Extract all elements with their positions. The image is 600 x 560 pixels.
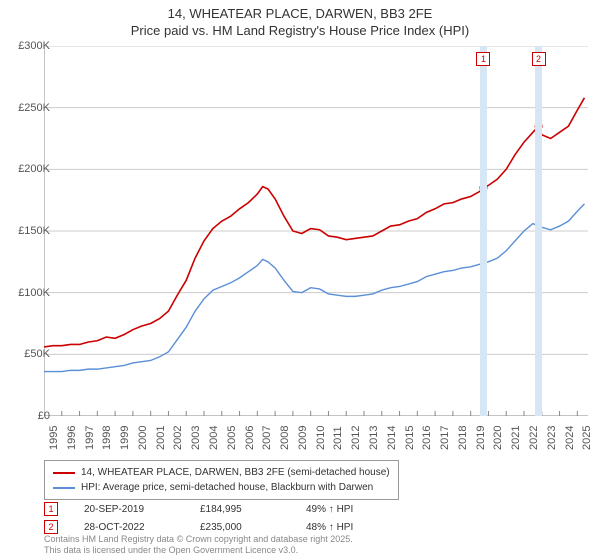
- y-tick-label: £50K: [2, 348, 50, 360]
- x-tick-label: 2024: [564, 426, 576, 450]
- sale-marker: 1: [44, 502, 58, 516]
- x-tick-label: 2025: [581, 426, 593, 450]
- x-tick-label: 2005: [226, 426, 238, 450]
- x-tick-label: 2009: [297, 426, 309, 450]
- y-tick-label: £300K: [2, 40, 50, 52]
- title-line-1: 14, WHEATEAR PLACE, DARWEN, BB3 2FE: [0, 6, 600, 23]
- x-tick-label: 2017: [439, 426, 451, 450]
- x-tick-label: 2007: [261, 426, 273, 450]
- x-tick-label: 1996: [66, 426, 78, 450]
- sale-row: 2 28-OCT-2022 £235,000 48% ↑ HPI: [44, 518, 396, 536]
- x-tick-label: 2023: [546, 426, 558, 450]
- sale-band: [480, 46, 486, 416]
- attribution-line-2: This data is licensed under the Open Gov…: [44, 545, 353, 556]
- sale-flag-1: 1: [476, 52, 490, 66]
- x-tick-label: 2018: [457, 426, 469, 450]
- sale-flag-2: 2: [532, 52, 546, 66]
- x-tick-label: 2000: [137, 426, 149, 450]
- x-tick-label: 2016: [421, 426, 433, 450]
- legend-row: 14, WHEATEAR PLACE, DARWEN, BB3 2FE (sem…: [53, 465, 390, 480]
- x-tick-label: 2020: [492, 426, 504, 450]
- sale-marker: 2: [44, 520, 58, 534]
- x-tick-label: 2012: [350, 426, 362, 450]
- sale-band: [535, 46, 541, 416]
- sale-price: £235,000: [200, 522, 280, 533]
- sale-delta: 49% ↑ HPI: [306, 504, 396, 515]
- x-tick-label: 2002: [172, 426, 184, 450]
- chart-plot-area: 12: [44, 46, 588, 416]
- sale-price: £184,995: [200, 504, 280, 515]
- sale-delta: 48% ↑ HPI: [306, 522, 396, 533]
- x-tick-label: 2019: [475, 426, 487, 450]
- x-tick-label: 2011: [332, 426, 344, 450]
- x-tick-label: 2021: [510, 426, 522, 450]
- legend-label: HPI: Average price, semi-detached house,…: [81, 480, 373, 495]
- legend-label: 14, WHEATEAR PLACE, DARWEN, BB3 2FE (sem…: [81, 465, 390, 480]
- legend-swatch: [53, 487, 75, 489]
- chart-svg: [44, 46, 588, 416]
- sale-date: 28-OCT-2022: [84, 522, 174, 533]
- x-tick-label: 2015: [404, 426, 416, 450]
- x-tick-label: 2010: [315, 426, 327, 450]
- y-tick-label: £0: [2, 410, 50, 422]
- sales-table: 1 20-SEP-2019 £184,995 49% ↑ HPI 2 28-OCT-202…: [44, 500, 396, 536]
- sale-row: 1 20-SEP-2019 £184,995 49% ↑ HPI: [44, 500, 396, 518]
- title-line-2: Price paid vs. HM Land Registry's House …: [0, 23, 600, 40]
- x-tick-label: 2001: [155, 426, 167, 450]
- x-tick-label: 2006: [244, 426, 256, 450]
- y-tick-label: £250K: [2, 102, 50, 114]
- y-tick-label: £100K: [2, 287, 50, 299]
- chart-title: 14, WHEATEAR PLACE, DARWEN, BB3 2FE Pric…: [0, 0, 600, 40]
- x-tick-label: 2008: [279, 426, 291, 450]
- x-tick-label: 2022: [528, 426, 540, 450]
- legend-row: HPI: Average price, semi-detached house,…: [53, 480, 390, 495]
- x-tick-label: 2004: [208, 426, 220, 450]
- sale-date: 20-SEP-2019: [84, 504, 174, 515]
- x-tick-label: 1999: [119, 426, 131, 450]
- x-tick-label: 1995: [48, 426, 60, 450]
- y-tick-label: £150K: [2, 225, 50, 237]
- attribution-line-1: Contains HM Land Registry data © Crown c…: [44, 534, 353, 545]
- x-tick-label: 1998: [101, 426, 113, 450]
- y-tick-label: £200K: [2, 163, 50, 175]
- x-tick-label: 1997: [84, 426, 96, 450]
- x-tick-label: 2013: [368, 426, 380, 450]
- x-tick-label: 2003: [190, 426, 202, 450]
- legend-swatch: [53, 472, 75, 474]
- legend: 14, WHEATEAR PLACE, DARWEN, BB3 2FE (sem…: [44, 460, 399, 500]
- attribution: Contains HM Land Registry data © Crown c…: [44, 534, 353, 556]
- x-tick-label: 2014: [386, 426, 398, 450]
